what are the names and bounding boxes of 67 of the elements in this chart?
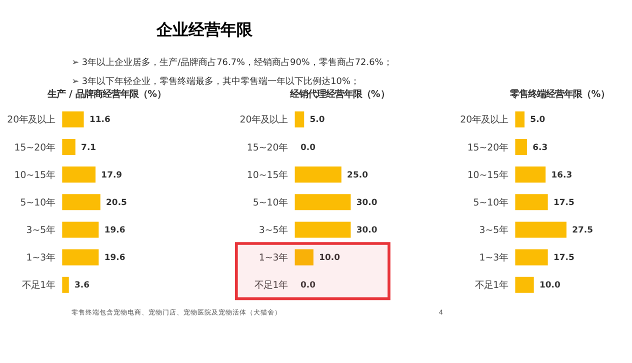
y-tick-label: 10~15年 (467, 170, 508, 181)
bar (515, 138, 527, 155)
y-tick-label: 15~20年 (246, 142, 288, 154)
y-tick-label: 5~10年 (473, 197, 508, 208)
y-tick-label: 5~10年 (20, 197, 56, 208)
y-tick-label: 1~3年 (479, 252, 508, 264)
data-label: 5.0 (310, 114, 325, 124)
y-tick-label: 10~15年 (14, 170, 56, 181)
bar (515, 166, 546, 183)
bar (62, 222, 99, 238)
bar (62, 111, 84, 128)
data-label: 6.3 (532, 142, 548, 152)
bar (62, 138, 76, 155)
y-tick-label: 3~5年 (258, 225, 288, 236)
text: ➢ 3年以下年轻企业，零售终端最多，其中零售端一年以下比例达10%； (72, 76, 360, 87)
y-tick-label: 15~20年 (14, 142, 56, 154)
bar (62, 276, 69, 293)
y-tick-label: 20年及以上 (7, 114, 56, 126)
data-label: 19.6 (104, 252, 126, 262)
data-label: 11.6 (89, 114, 110, 124)
chart-title: 生产 / 品牌商经营年限（%） (46, 89, 166, 100)
text: 企业经营年限 (155, 20, 254, 39)
data-label: 30.0 (356, 224, 378, 235)
bar (515, 249, 548, 266)
data-label: 10.0 (319, 252, 340, 262)
data-label: 5.0 (530, 114, 546, 124)
y-tick-label: 20年及以上 (240, 114, 288, 126)
bar (515, 111, 525, 128)
data-label: 0.0 (300, 142, 316, 152)
data-label: 17.5 (553, 252, 574, 262)
bar (515, 194, 548, 210)
bar (294, 222, 351, 238)
data-label: 30.0 (356, 196, 378, 207)
y-tick-label: 不足1年 (254, 280, 288, 292)
y-tick-label: 不足1年 (475, 280, 508, 292)
data-label: 25.0 (347, 169, 368, 180)
chart-title: 经销代理经营年限（%） (288, 89, 390, 100)
bar (62, 249, 99, 266)
y-tick-label: 20年及以上 (460, 114, 508, 126)
y-tick-label: 不足1年 (22, 280, 56, 292)
bar (515, 222, 566, 238)
bar (62, 194, 100, 210)
bar (294, 249, 314, 266)
data-label: 27.5 (572, 224, 594, 235)
y-tick-label: 10~15年 (246, 170, 288, 181)
y-tick-label: 1~3年 (26, 252, 56, 264)
bar (294, 194, 351, 210)
data-label: 0.0 (300, 280, 316, 290)
data-label: 3.6 (74, 280, 90, 290)
text: ➢ 3年以上企业居多，生产/品牌商占76.7%，经销商占90%，零售商占72.6%； (72, 57, 392, 68)
y-tick-label: 3~5年 (26, 225, 56, 236)
y-tick-label: 3~5年 (479, 225, 508, 236)
data-label: 10.0 (540, 280, 560, 290)
bar (294, 166, 342, 183)
data-label: 16.3 (551, 169, 572, 180)
y-tick-label: 15~20年 (467, 142, 508, 154)
data-label: 20.5 (106, 196, 128, 207)
data-label: 19.6 (104, 224, 126, 235)
chart-title: 零售终端经营年限（%） (509, 89, 610, 100)
data-label: 7.1 (81, 142, 96, 152)
data-label: 17.5 (553, 196, 574, 207)
y-tick-label: 1~3年 (258, 252, 288, 264)
y-tick-label: 5~10年 (252, 197, 288, 208)
bar (515, 276, 534, 293)
data-label: 17.9 (101, 169, 122, 180)
bar (294, 111, 304, 128)
bar (62, 166, 96, 183)
